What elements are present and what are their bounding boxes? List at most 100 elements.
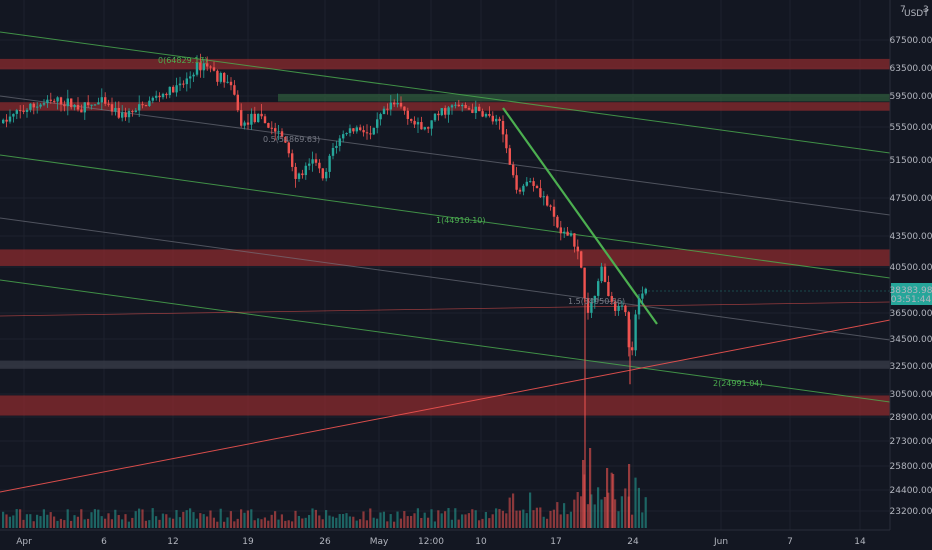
- zone-resistance-top[interactable]: [0, 58, 890, 70]
- time-axis[interactable]: Apr 6 12 19 26 May 12:00 10 17 24 Jun 7 14: [0, 529, 932, 550]
- volume-bar: [73, 515, 76, 528]
- volume-bar: [573, 499, 576, 528]
- volume-bar: [331, 516, 334, 528]
- candle-body: [549, 205, 552, 207]
- volume-bar: [515, 510, 518, 528]
- volume-bar: [240, 509, 243, 528]
- candle-body: [556, 216, 559, 228]
- candle-body: [525, 181, 528, 186]
- volume-bar: [413, 513, 416, 528]
- volume-bar: [484, 511, 487, 528]
- flat-red-line[interactable]: [0, 301, 891, 317]
- volume-bar: [66, 509, 69, 528]
- candle-body: [219, 73, 222, 82]
- candle-body: [396, 102, 399, 105]
- volume-bar: [29, 514, 32, 528]
- volume-bar: [158, 519, 161, 528]
- candle-body: [644, 288, 647, 294]
- volume-bar: [396, 511, 399, 528]
- volume-bar: [202, 514, 205, 528]
- candle-body: [566, 231, 569, 236]
- trendlines-layer: [0, 31, 891, 493]
- candle-body: [464, 104, 467, 109]
- volume-bar: [641, 512, 644, 528]
- channel-line-fib1[interactable]: [0, 154, 891, 279]
- candle-body: [416, 122, 420, 125]
- volume-bar: [114, 509, 117, 528]
- volume-bar: [352, 516, 355, 528]
- volume-bar: [471, 509, 474, 528]
- volume-bar: [144, 520, 147, 528]
- candle-body: [226, 81, 229, 83]
- candle-body: [263, 116, 267, 124]
- candle-body: [576, 246, 579, 252]
- volume-bar: [321, 519, 324, 528]
- volume-bar: [97, 509, 100, 528]
- candle-body: [614, 301, 617, 311]
- volume-bar: [56, 520, 59, 528]
- candle-body: [430, 120, 433, 129]
- volume-bar: [22, 519, 25, 528]
- volume-bar: [614, 499, 617, 528]
- zone-resistance-green[interactable]: [278, 93, 890, 102]
- volume-bar: [437, 510, 440, 528]
- candle-body: [127, 110, 131, 118]
- candle-body: [304, 165, 307, 176]
- volume-bar: [226, 517, 229, 528]
- volume-bar: [427, 517, 430, 528]
- candle-body: [260, 113, 263, 117]
- candle-body: [376, 119, 379, 128]
- candle-body: [437, 113, 440, 116]
- candle-body: [338, 138, 341, 146]
- zone-resistance-lower[interactable]: [0, 249, 890, 266]
- channel-line-mid[interactable]: [0, 95, 891, 216]
- zone-support-gray[interactable]: [0, 360, 890, 369]
- candle-body: [600, 266, 603, 282]
- candle-body: [331, 147, 335, 156]
- candle-body: [423, 127, 426, 130]
- last-price-value: 38383.98: [890, 286, 932, 296]
- volume-bar: [274, 511, 277, 528]
- candle-body: [49, 99, 52, 101]
- candle-body: [389, 102, 392, 110]
- candle-body: [80, 109, 83, 113]
- candle-body: [450, 105, 454, 108]
- y-tick-1: 63500.00: [890, 64, 932, 74]
- volume-bar: [185, 510, 188, 528]
- volume-bar: [63, 520, 66, 528]
- volume-bar: [498, 509, 501, 528]
- y-tick-9: 34500.00: [890, 335, 932, 345]
- candle-body: [202, 63, 205, 71]
- candle-body: [216, 70, 219, 82]
- descending-trendline[interactable]: [502, 107, 658, 325]
- channel-line-top[interactable]: [0, 31, 891, 154]
- volume-bar: [260, 519, 263, 528]
- volume-bar: [287, 520, 290, 528]
- volume-bar: [569, 511, 572, 528]
- candles-layer[interactable]: [2, 53, 647, 528]
- candle-body: [297, 173, 301, 179]
- candle-body: [335, 145, 338, 148]
- candle-body: [83, 102, 86, 113]
- candle-body: [246, 122, 250, 125]
- y-tick-0: 67500.00: [890, 36, 932, 46]
- volume-bar: [19, 509, 22, 528]
- price-axis[interactable]: 7 USDT 3 67500.00 63500.00 59500.00 55500.0…: [889, 0, 932, 530]
- candle-body: [444, 108, 447, 115]
- candle-body: [76, 104, 80, 110]
- ascending-trendline-red[interactable]: [0, 319, 891, 493]
- channel-line-fib15[interactable]: [0, 217, 891, 341]
- candle-body: [36, 106, 39, 108]
- candle-body: [474, 106, 477, 113]
- fib-label-15: 1.5(34950.56): [568, 297, 625, 306]
- candle-body: [294, 166, 297, 179]
- channel-line-fib2[interactable]: [0, 279, 891, 403]
- candle-body: [97, 102, 100, 105]
- axis-menu-glyph: 7: [900, 5, 906, 15]
- candle-body: [257, 113, 260, 123]
- candle-body: [498, 118, 501, 121]
- candle-body: [624, 305, 627, 313]
- candle-body: [39, 104, 42, 107]
- candle-body: [542, 196, 545, 198]
